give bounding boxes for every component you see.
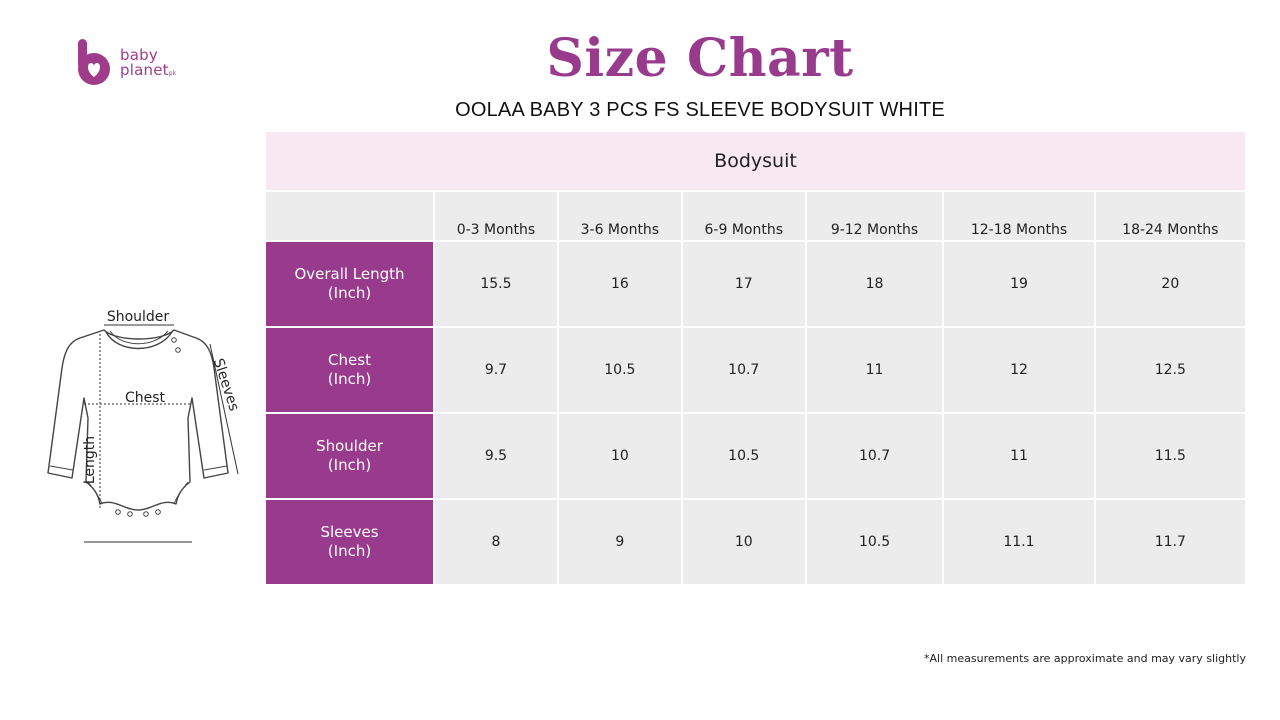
table-row: Sleeves (Inch) 8 9 10 10.5 11.1 11.7 bbox=[264, 498, 1248, 586]
footnote: *All measurements are approximate and ma… bbox=[924, 652, 1246, 665]
table-cell: 19 bbox=[942, 240, 1096, 328]
row-label: Overall Length (Inch) bbox=[264, 240, 435, 328]
length-label: Length bbox=[82, 436, 98, 484]
size-header-row: 0-3 Months 3-6 Months 6-9 Months 9-12 Mo… bbox=[264, 190, 1248, 242]
table-cell: 12.5 bbox=[1093, 326, 1248, 414]
column-header: 3-6 Months bbox=[556, 190, 683, 242]
table-cell: 10.5 bbox=[556, 326, 683, 414]
corner-cell bbox=[264, 190, 435, 242]
brand-name: baby planetpk bbox=[120, 48, 176, 81]
table-row: Overall Length (Inch) 15.5 16 17 18 19 2… bbox=[264, 240, 1248, 328]
page-title: Size Chart bbox=[546, 28, 854, 89]
table-cell: 18 bbox=[804, 240, 945, 328]
brand-suffix: pk bbox=[168, 70, 177, 77]
table-cell: 10.5 bbox=[680, 412, 807, 500]
row-label: Sleeves (Inch) bbox=[264, 498, 435, 586]
table-cell: 11.5 bbox=[1093, 412, 1248, 500]
column-header: 0-3 Months bbox=[433, 190, 559, 242]
brand-line2: planet bbox=[120, 61, 169, 79]
column-header: 6-9 Months bbox=[680, 190, 807, 242]
table-cell: 10.7 bbox=[680, 326, 807, 414]
garment-name: Bodysuit bbox=[264, 130, 1247, 192]
table-cell: 10.5 bbox=[804, 498, 945, 586]
row-label: Chest (Inch) bbox=[264, 326, 435, 414]
table-cell: 11.7 bbox=[1093, 498, 1248, 586]
baby-planet-logo-icon bbox=[78, 39, 110, 85]
garment-header-row: Bodysuit bbox=[264, 130, 1247, 192]
table-cell: 9 bbox=[556, 498, 683, 586]
table-cell: 11 bbox=[942, 412, 1096, 500]
table-cell: 10 bbox=[556, 412, 683, 500]
row-label: Shoulder (Inch) bbox=[264, 412, 435, 500]
chest-label: Chest bbox=[125, 390, 166, 406]
row-label-unit: (Inch) bbox=[327, 542, 372, 560]
sleeve-measure-line bbox=[209, 343, 239, 475]
size-table: Bodysuit 0-3 Months 3-6 Months 6-9 Month… bbox=[264, 130, 1248, 586]
row-label-unit: (Inch) bbox=[327, 370, 372, 388]
table-cell: 11 bbox=[804, 326, 945, 414]
table-row: Shoulder (Inch) 9.5 10 10.5 10.7 11 11.5 bbox=[264, 412, 1248, 500]
table-cell: 20 bbox=[1093, 240, 1248, 328]
table-cell: 17 bbox=[680, 240, 807, 328]
table-cell: 16 bbox=[556, 240, 683, 328]
row-label-unit: (Inch) bbox=[327, 456, 372, 474]
table-cell: 8 bbox=[433, 498, 559, 586]
table-cell: 9.5 bbox=[433, 412, 559, 500]
row-label-name: Overall Length bbox=[294, 265, 405, 283]
shoulder-label: Shoulder bbox=[107, 309, 170, 325]
bodysuit-outline bbox=[47, 329, 229, 511]
table-cell: 11.1 bbox=[942, 498, 1096, 586]
row-label-name: Chest bbox=[328, 351, 371, 369]
table-row: Chest (Inch) 9.7 10.5 10.7 11 12 12.5 bbox=[264, 326, 1248, 414]
brand-logo: baby planetpk bbox=[76, 38, 206, 88]
row-label-unit: (Inch) bbox=[327, 284, 372, 302]
table-cell: 10.7 bbox=[804, 412, 945, 500]
column-header: 18-24 Months bbox=[1093, 190, 1248, 242]
page-subtitle: OOLAA BABY 3 PCS FS SLEEVE BODYSUIT WHIT… bbox=[455, 99, 945, 121]
row-label-name: Shoulder bbox=[316, 437, 383, 455]
table-cell: 9.7 bbox=[433, 326, 559, 414]
column-header: 9-12 Months bbox=[804, 190, 945, 242]
table-cell: 10 bbox=[680, 498, 807, 586]
column-header: 12-18 Months bbox=[942, 190, 1096, 242]
bodysuit-diagram: Shoulder Chest Length Sleeves bbox=[47, 309, 242, 543]
table-cell: 12 bbox=[942, 326, 1096, 414]
brand-line1: baby bbox=[120, 46, 158, 64]
row-label-name: Sleeves bbox=[320, 523, 379, 541]
table-cell: 15.5 bbox=[433, 240, 559, 328]
